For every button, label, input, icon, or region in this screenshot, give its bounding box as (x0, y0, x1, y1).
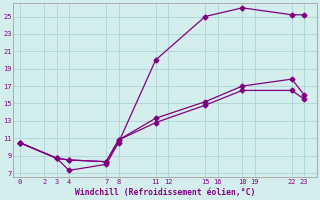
X-axis label: Windchill (Refroidissement éolien,°C): Windchill (Refroidissement éolien,°C) (75, 188, 255, 197)
